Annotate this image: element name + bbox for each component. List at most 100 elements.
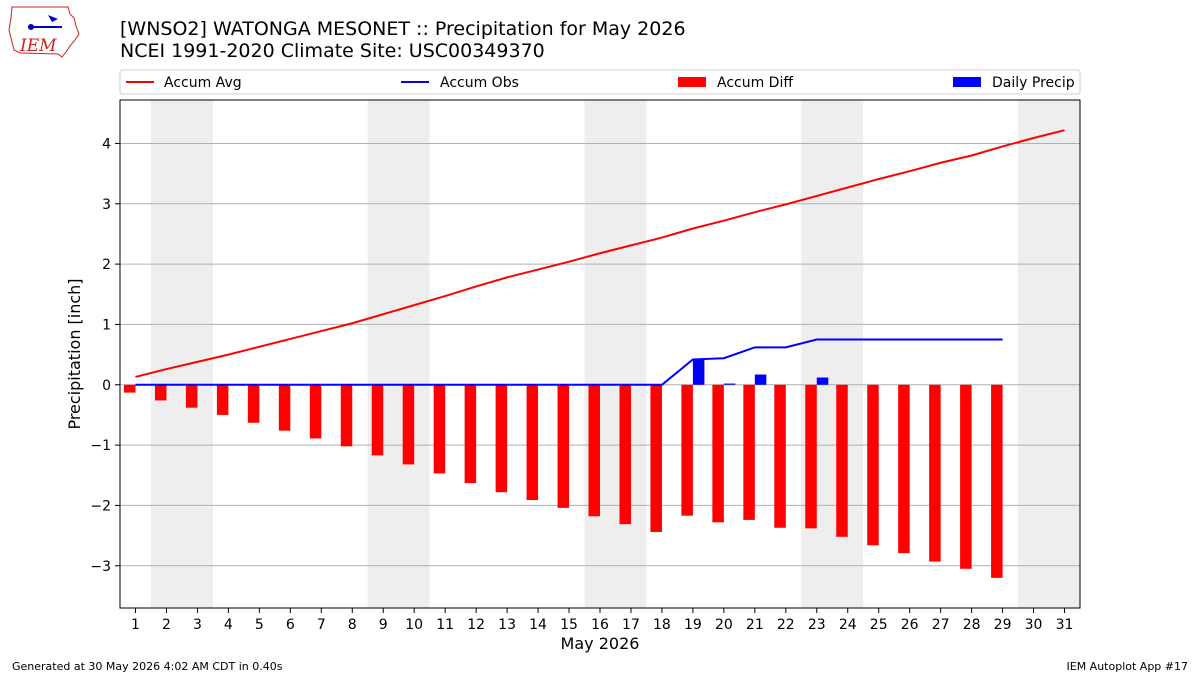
x-tick-label: 26 xyxy=(901,617,919,633)
legend-label-accum-avg: Accum Avg xyxy=(164,75,242,91)
x-tick-label: 4 xyxy=(224,617,233,633)
x-tick-label: 22 xyxy=(777,617,795,633)
x-tick-label: 5 xyxy=(255,617,264,633)
x-tick-label: 25 xyxy=(870,617,888,633)
x-tick-label: 18 xyxy=(653,617,671,633)
accum-obs-line xyxy=(135,338,1003,386)
x-tick-label: 13 xyxy=(498,617,516,633)
accum-diff-bar xyxy=(371,384,384,456)
accum-diff-bar xyxy=(402,384,415,465)
x-tick-label: 1 xyxy=(131,617,140,633)
accum-diff-bar xyxy=(433,384,446,474)
logo-state-outline xyxy=(8,6,80,58)
legend-label-accum-diff: Accum Diff xyxy=(717,75,793,91)
x-tick-label: 28 xyxy=(963,617,981,633)
chart-subtitle: NCEI 1991-2020 Climate Site: USC00349370 xyxy=(120,40,545,62)
x-tick-label: 3 xyxy=(193,617,202,633)
daily-precip-bars xyxy=(692,359,829,385)
daily-precip-bar xyxy=(723,383,736,385)
y-tick-label: −2 xyxy=(90,498,111,514)
accum-diff-bar xyxy=(960,384,972,569)
x-tick-label: 24 xyxy=(839,617,857,633)
x-tick-label: 8 xyxy=(348,617,357,633)
accum-diff-bar xyxy=(898,384,910,554)
accum-diff-bar xyxy=(867,384,879,546)
y-tick-label: 2 xyxy=(102,257,111,273)
accum-diff-bars xyxy=(123,384,1003,578)
accum-diff-bar xyxy=(495,384,508,493)
x-tick-label: 20 xyxy=(715,617,733,633)
legend-box xyxy=(119,69,1081,95)
x-tick-label: 29 xyxy=(994,617,1012,633)
weekend-band xyxy=(150,100,213,608)
x-tick-label: 21 xyxy=(746,617,764,633)
accum-diff-bar xyxy=(991,384,1003,578)
x-tick-label: 7 xyxy=(317,617,326,633)
accum-diff-bar xyxy=(774,384,786,528)
x-tick-label: 9 xyxy=(379,617,388,633)
x-tick-label: 23 xyxy=(808,617,826,633)
accum-diff-bar xyxy=(712,384,724,523)
x-tick-label: 31 xyxy=(1056,617,1074,633)
accum-diff-bar xyxy=(309,384,322,439)
y-tick-label: −3 xyxy=(90,559,111,575)
x-tick-label: 10 xyxy=(405,617,423,633)
accum-diff-bar xyxy=(123,384,136,393)
daily-precip-bar xyxy=(754,374,767,385)
y-tick-label: 3 xyxy=(102,197,111,213)
y-tick-label: 1 xyxy=(102,317,111,333)
legend-swatch-accum-diff xyxy=(678,77,706,87)
x-tick-label: 14 xyxy=(529,617,547,633)
accum-diff-bar xyxy=(805,384,817,529)
accum-diff-bar xyxy=(588,384,600,517)
iem-logo: IEM xyxy=(8,6,80,58)
logo-flag-icon xyxy=(48,15,58,22)
accum-diff-bar xyxy=(557,384,570,508)
daily-precip-bar xyxy=(692,359,705,385)
x-axis-label: May 2026 xyxy=(561,634,640,653)
x-tick-label: 11 xyxy=(436,617,454,633)
accum-diff-bar xyxy=(216,384,229,415)
x-tick-label: 17 xyxy=(622,617,640,633)
legend: Accum Avg Accum Obs Accum Diff Daily Pre… xyxy=(119,69,1081,95)
accum-diff-bar xyxy=(929,384,941,562)
y-axis-label: Precipitation [inch] xyxy=(65,278,84,429)
accum-diff-bar xyxy=(743,384,755,520)
weekend-band xyxy=(1018,100,1080,608)
y-tick-label: −1 xyxy=(90,438,111,454)
weekend-band xyxy=(801,100,864,608)
accum-diff-bar xyxy=(526,384,539,501)
accum-diff-bar xyxy=(247,384,260,423)
x-tick-label: 6 xyxy=(286,617,295,633)
logo-text: IEM xyxy=(19,36,57,56)
accum-diff-bar xyxy=(681,384,693,516)
accum-diff-bar xyxy=(185,384,198,408)
accum-diff-bar xyxy=(650,384,662,532)
footer-generated: Generated at 30 May 2026 4:02 AM CDT in … xyxy=(12,660,283,673)
weekend-band xyxy=(367,100,430,608)
accum-diff-bar xyxy=(154,384,167,401)
legend-label-accum-obs: Accum Obs xyxy=(440,75,519,91)
x-tick-label: 2 xyxy=(162,617,171,633)
footer-app: IEM Autoplot App #17 xyxy=(1067,660,1189,673)
accum-avg-line xyxy=(135,129,1065,378)
weekend-band xyxy=(584,100,647,608)
series-lines xyxy=(135,129,1065,386)
x-tick-label: 19 xyxy=(684,617,702,633)
y-tick-label: 4 xyxy=(102,136,111,152)
y-tick-label: 0 xyxy=(102,378,111,394)
accum-diff-bar xyxy=(278,384,291,431)
chart-title: [WNSO2] WATONGA MESONET :: Precipitation… xyxy=(120,18,686,40)
x-tick-label: 15 xyxy=(560,617,578,633)
x-tick-label: 27 xyxy=(932,617,950,633)
y-axis-ticks: −3 −2 −1 0 1 2 3 4 xyxy=(90,136,120,575)
daily-precip-bar xyxy=(816,377,829,385)
logo-station-icon xyxy=(28,24,34,30)
x-tick-label: 16 xyxy=(591,617,609,633)
accum-diff-bar xyxy=(619,384,631,525)
x-tick-label: 12 xyxy=(467,617,485,633)
legend-swatch-daily-precip xyxy=(953,77,981,87)
x-axis-ticks: 1 2 3 4 5 6 7 8 9 10 11 12 13 14 15 16 17 18 19 20 21 22 23 24 2… xyxy=(131,608,1073,633)
legend-label-daily-precip: Daily Precip xyxy=(992,75,1075,91)
